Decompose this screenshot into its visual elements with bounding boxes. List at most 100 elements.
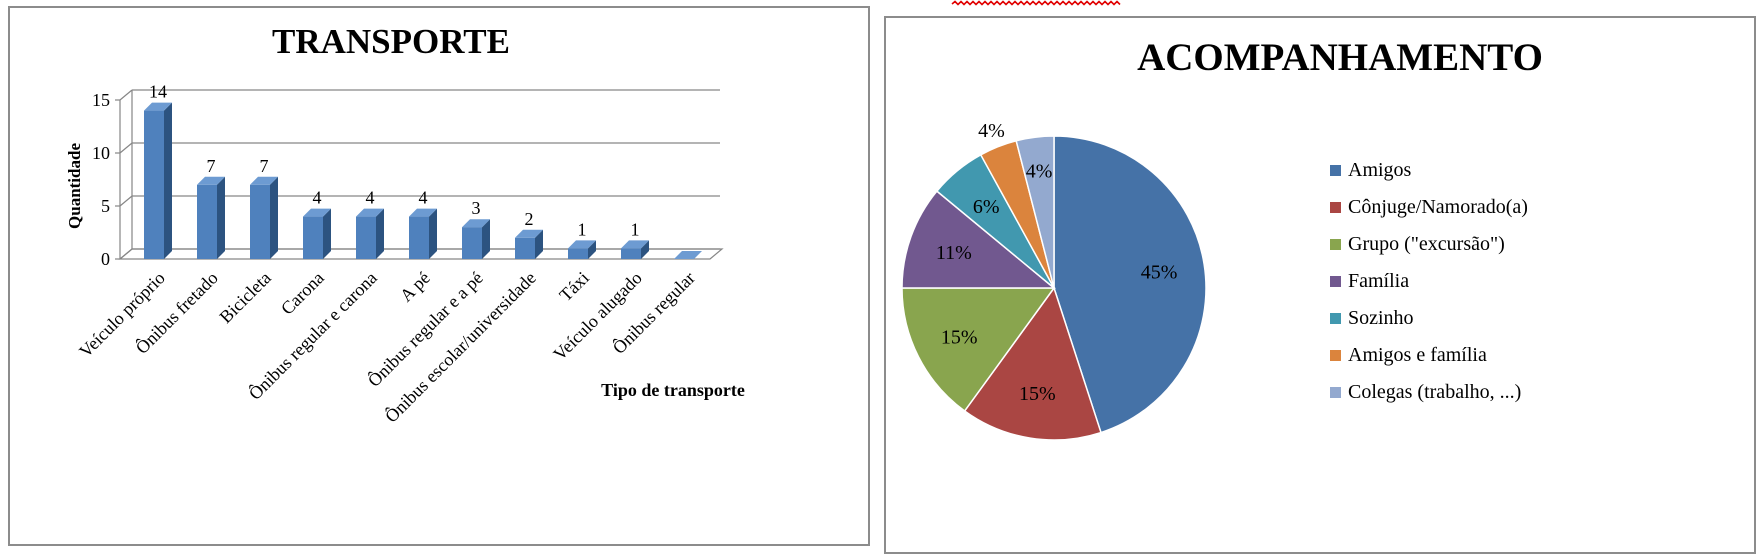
acompanhamento-pie-chart: ACOMPANHAMENTO 45% 15% 15% 11% 6% 4% 4% Amigos… <box>901 36 1543 441</box>
y-tick-label: 15 <box>92 90 110 110</box>
bar-front <box>568 248 588 259</box>
bar-side <box>429 208 437 259</box>
bar-9 <box>568 240 596 259</box>
data-label: 7 <box>260 156 269 176</box>
bar-front <box>303 216 323 259</box>
bar-top <box>568 240 596 249</box>
bar-11 <box>674 251 702 259</box>
legend-item: Cônjuge/Namorado(a) <box>1330 196 1528 218</box>
bar-side <box>482 219 490 259</box>
legend-swatch <box>1330 387 1341 398</box>
bar-2 <box>197 176 225 259</box>
legend-swatch <box>1330 276 1341 287</box>
legend-label: Cônjuge/Namorado(a) <box>1348 196 1528 218</box>
bar-top <box>356 208 384 217</box>
acompanhamento-chart-panel: ACOMPANHAMENTO 45% 15% 15% 11% 6% 4% 4% Amigos… <box>884 16 1756 554</box>
legend-label: Colegas (trabalho, ...) <box>1348 381 1521 403</box>
bar-7 <box>462 219 490 259</box>
bar-front <box>144 110 164 259</box>
bar-front <box>462 227 482 259</box>
bar-6 <box>409 208 437 259</box>
bar-top <box>621 240 649 249</box>
x-tick-label: Táxi <box>555 268 592 305</box>
transporte-chart-panel: TRANSPORTE Quantidade Tipo de transporte… <box>8 6 870 546</box>
legend-swatch <box>1330 313 1341 324</box>
legend-label: Sozinho <box>1348 307 1414 329</box>
bar-top <box>197 176 225 185</box>
data-label: 7 <box>207 156 216 176</box>
transporte-bar-chart: TRANSPORTE Quantidade Tipo de transporte… <box>65 22 745 426</box>
data-label: 4 <box>419 188 428 208</box>
bar-front <box>250 184 270 259</box>
bars <box>144 102 702 259</box>
bar-1 <box>144 102 172 259</box>
bar-side <box>535 229 543 259</box>
y-axis-label: Quantidade <box>65 143 84 229</box>
bar-top <box>250 176 278 185</box>
bar-top <box>462 219 490 228</box>
legend: Amigos Cônjuge/Namorado(a) Grupo ("excursã… <box>1330 159 1528 403</box>
bar-side <box>270 176 278 259</box>
x-tick-label: Bicicleta <box>215 268 274 327</box>
bar-top <box>674 251 702 259</box>
bar-8 <box>515 229 543 259</box>
bar-side <box>376 208 384 259</box>
bar-4 <box>303 208 331 259</box>
slice-label: 11% <box>936 242 972 264</box>
legend-item: Amigos e família <box>1330 344 1487 366</box>
gridline-diagonal <box>119 195 133 207</box>
pie-slice-7 <box>1015 135 1055 289</box>
pie-slice-4 <box>901 190 1057 289</box>
bar-top <box>515 229 543 238</box>
pie-slice-2 <box>963 286 1102 441</box>
x-axis-label: Tipo de transporte <box>601 380 745 400</box>
legend-label: Grupo ("excursão") <box>1348 233 1505 255</box>
data-label: 14 <box>149 82 167 102</box>
legend-label: Família <box>1348 270 1409 292</box>
chart-title: ACOMPANHAMENTO <box>1137 36 1543 79</box>
data-label: 1 <box>631 219 640 239</box>
legend-swatch <box>1330 202 1341 213</box>
legend-item: Sozinho <box>1330 307 1414 329</box>
legend-item: Grupo ("excursão") <box>1330 233 1505 255</box>
bar-front <box>515 237 535 259</box>
y-tick-label: 10 <box>92 143 110 163</box>
data-label: 1 <box>578 219 587 239</box>
data-label: 4 <box>313 188 322 208</box>
gridline-diagonal <box>119 89 133 101</box>
data-label: 3 <box>472 198 481 218</box>
legend-item: Amigos <box>1330 159 1412 181</box>
legend-label: Amigos e família <box>1348 344 1487 366</box>
slice-label: 6% <box>973 196 1000 218</box>
bar-5 <box>356 208 384 259</box>
floor <box>118 248 724 260</box>
spellcheck-underline <box>951 0 1121 6</box>
bar-front <box>621 248 641 259</box>
bar-front <box>197 184 217 259</box>
data-label: 2 <box>525 209 534 229</box>
legend-swatch <box>1330 239 1341 250</box>
bar-front <box>356 216 376 259</box>
slice-label: 4% <box>1026 160 1053 182</box>
pie-slice-3 <box>901 287 1056 413</box>
y-tick-label: 0 <box>101 249 110 269</box>
data-label: 4 <box>366 188 375 208</box>
legend-item: Família <box>1330 270 1409 292</box>
legend-label: Amigos <box>1348 159 1412 181</box>
y-tick-label: 5 <box>101 196 110 216</box>
slice-labels: 45% 15% 15% 11% 6% 4% 4% <box>936 120 1177 405</box>
bar-front <box>409 216 429 259</box>
x-tick-label: A pé <box>396 268 434 306</box>
legend-item: Colegas (trabalho, ...) <box>1330 381 1521 403</box>
chart-title: TRANSPORTE <box>272 22 510 61</box>
slice-label: 15% <box>1019 383 1056 405</box>
bar-side <box>323 208 331 259</box>
bar-3 <box>250 176 278 259</box>
slice-label: 15% <box>941 326 978 348</box>
bar-side <box>641 240 649 259</box>
bar-top <box>409 208 437 217</box>
pie-slice-1 <box>1053 135 1207 434</box>
slice-label: 45% <box>1141 261 1178 283</box>
legend-swatch <box>1330 165 1341 176</box>
